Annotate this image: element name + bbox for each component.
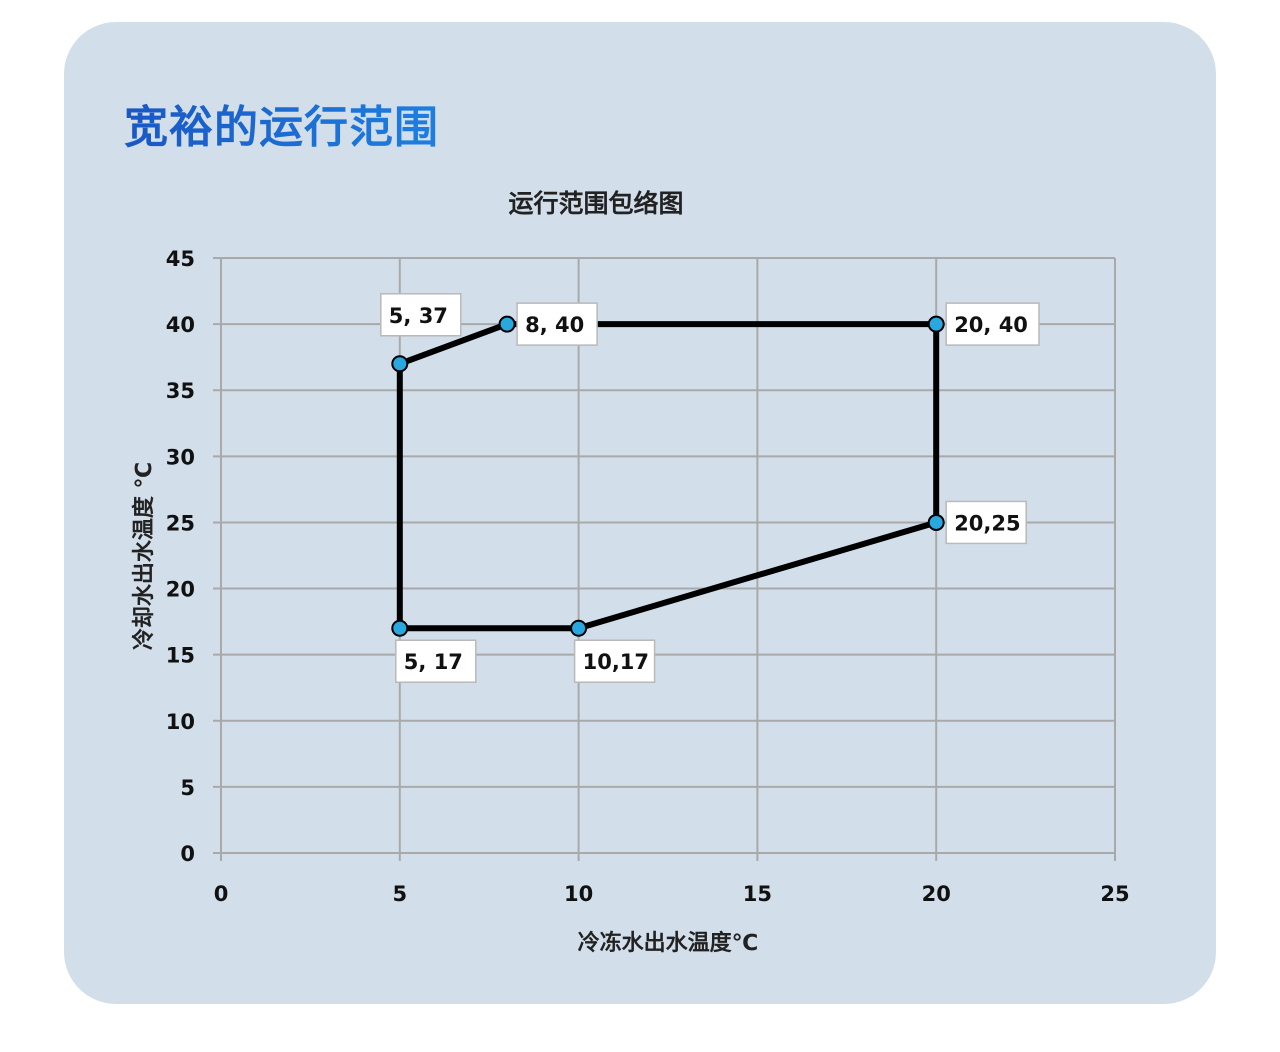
point-label-8-40: 8, 40 (525, 313, 584, 337)
point-label-10-17: 10,17 (583, 650, 649, 674)
x-tick-label-10: 10 (564, 882, 593, 906)
label-box-10-17 (573, 639, 656, 683)
y-tick-label-35: 35 (166, 379, 195, 403)
data-point-10-17 (570, 619, 588, 637)
point-label-20-40: 20, 40 (954, 313, 1028, 337)
x-tick-label-25: 25 (1100, 882, 1129, 906)
x-tick-label-20: 20 (922, 882, 951, 906)
page-heading: 宽裕的运行范围 (124, 98, 439, 158)
data-point-20-25 (927, 513, 945, 531)
point-label-5-17: 5, 17 (404, 650, 463, 674)
grid (213, 257, 1116, 861)
label-box-5-37 (380, 293, 462, 337)
data-points (391, 315, 945, 637)
chart-title: 运行范围包络图 (508, 189, 683, 218)
label-box-20-25 (945, 500, 1027, 545)
y-tick-label-15: 15 (166, 644, 195, 668)
x-tick-label-0: 0 (214, 882, 229, 906)
y-tick-label-20: 20 (166, 578, 195, 602)
point-label-5-37: 5, 37 (389, 304, 448, 328)
y-tick-label-25: 25 (166, 511, 195, 535)
data-point-20-40 (927, 315, 945, 333)
tick-labels: 0 5 10 15 20 25 30 35 40 45 0 5 10 15 20 25 (166, 247, 1130, 906)
point-labels: 5, 37 8, 40 20, 40 20,25 10,17 5, 17 (380, 293, 1040, 683)
envelope-line (396, 321, 940, 632)
x-tick-label-15: 15 (743, 882, 772, 906)
y-tick-label-10: 10 (166, 710, 195, 734)
data-point-5-37 (391, 355, 409, 373)
y-tick-label-0: 0 (180, 842, 195, 866)
y-axis-label: 冷却水出水温度 ℃ (131, 462, 157, 650)
label-box-8-40 (516, 302, 598, 346)
data-point-5-17 (391, 619, 409, 637)
x-tick-label-5: 5 (392, 882, 407, 906)
y-tick-label-30: 30 (166, 445, 195, 469)
y-tick-label-40: 40 (166, 313, 195, 337)
label-box-5-17 (395, 639, 477, 683)
point-label-20-25: 20,25 (954, 511, 1020, 535)
y-tick-label-45: 45 (166, 247, 195, 271)
envelope (396, 321, 940, 632)
data-point-8-40 (498, 315, 516, 333)
label-box-20-40 (945, 302, 1040, 346)
x-axis-label: 冷冻水出水温度℃ (578, 930, 759, 956)
y-tick-label-5: 5 (180, 776, 195, 800)
